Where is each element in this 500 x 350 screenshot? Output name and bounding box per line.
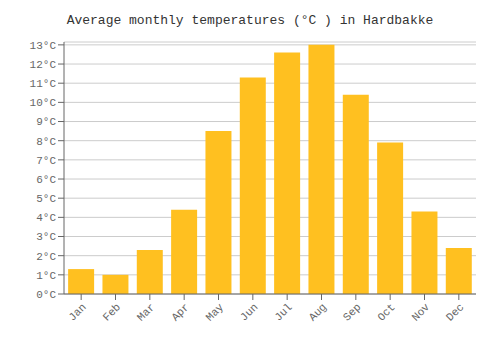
svg-text:6°C: 6°C — [36, 174, 56, 186]
svg-text:9°C: 9°C — [36, 116, 56, 128]
svg-text:5°C: 5°C — [36, 193, 56, 205]
svg-text:0°C: 0°C — [36, 289, 56, 301]
svg-text:Apr: Apr — [169, 301, 191, 323]
svg-text:7°C: 7°C — [36, 155, 56, 167]
svg-text:May: May — [204, 301, 227, 324]
svg-text:Oct: Oct — [375, 301, 397, 323]
svg-text:Jul: Jul — [272, 301, 294, 323]
svg-text:13°C: 13°C — [30, 40, 57, 52]
svg-text:Sep: Sep — [341, 301, 363, 323]
svg-text:12°C: 12°C — [30, 59, 57, 71]
svg-text:Dec: Dec — [444, 301, 466, 323]
svg-text:10°C: 10°C — [30, 97, 57, 109]
svg-text:3°C: 3°C — [36, 231, 56, 243]
svg-text:Nov: Nov — [410, 301, 433, 324]
svg-text:4°C: 4°C — [36, 212, 56, 224]
svg-text:11°C: 11°C — [30, 78, 57, 90]
svg-text:Feb: Feb — [101, 301, 123, 323]
svg-text:2°C: 2°C — [36, 251, 56, 263]
svg-text:Jan: Jan — [66, 301, 88, 323]
svg-text:1°C: 1°C — [36, 270, 56, 282]
svg-text:Aug: Aug — [307, 301, 329, 323]
svg-text:Jun: Jun — [238, 301, 260, 323]
svg-text:Mar: Mar — [135, 301, 157, 323]
svg-text:8°C: 8°C — [36, 136, 56, 148]
html-text:Average monthly temperatures (: Average monthly temperatures (°C ) in Ha… — [66, 13, 434, 28]
